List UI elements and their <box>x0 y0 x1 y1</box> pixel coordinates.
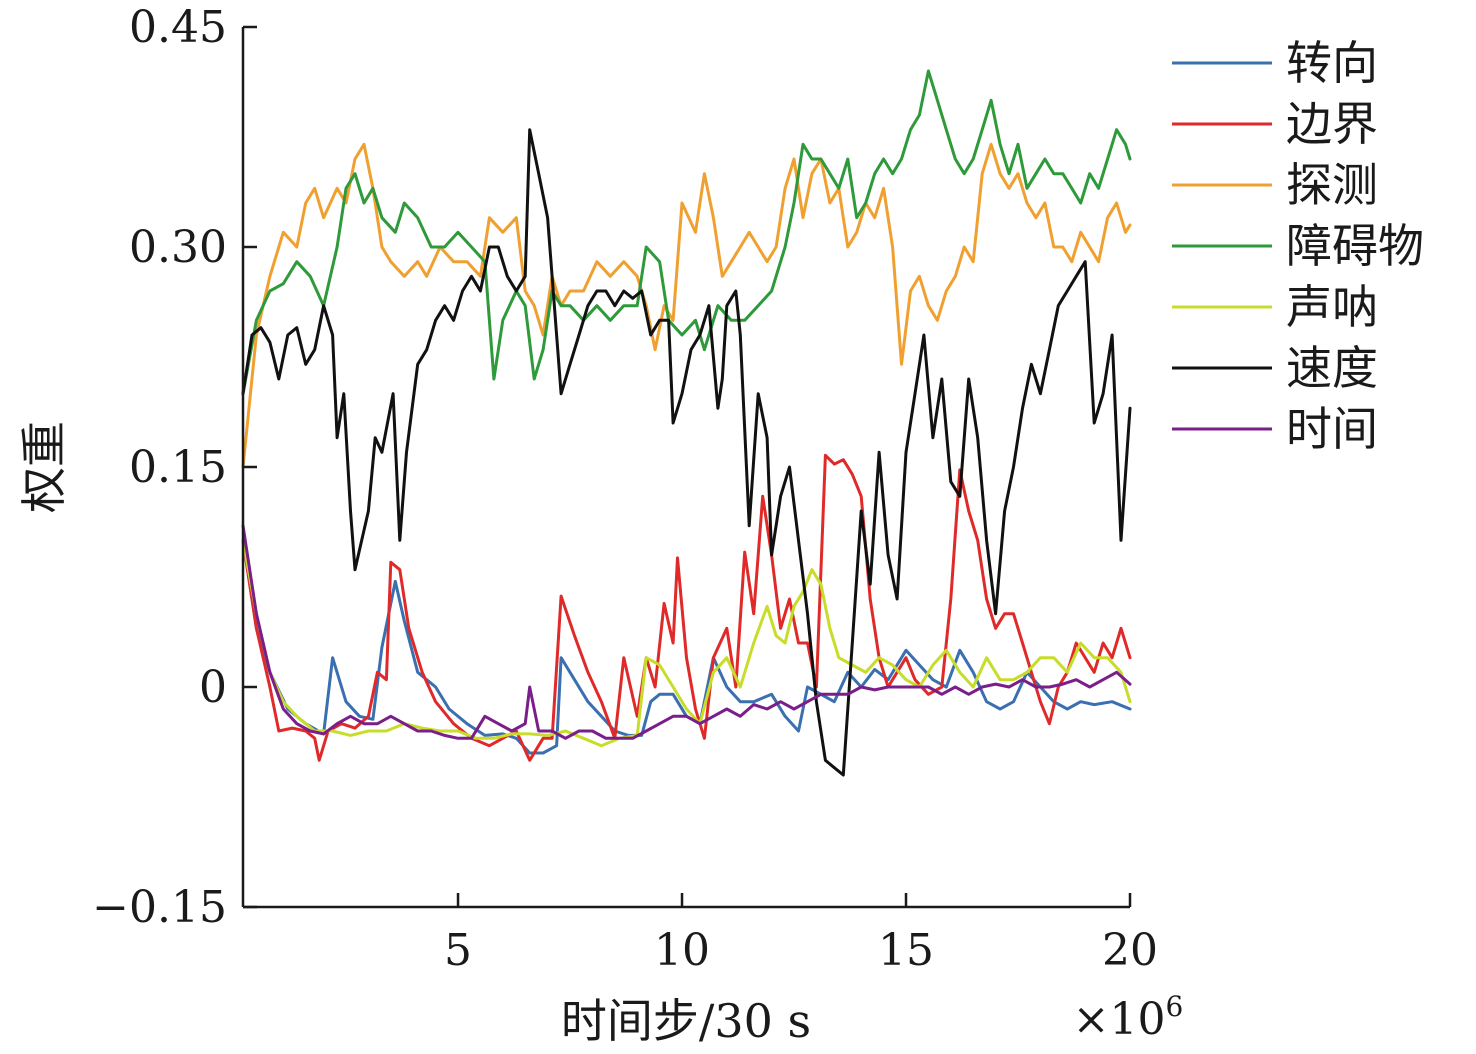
legend-label: 声呐 <box>1286 280 1378 334</box>
x-axis-multiplier-exponent: 6 <box>1166 990 1184 1023</box>
y-axis-ticks: −0.15 0 0.15 0.30 0.45 <box>92 2 257 933</box>
y-tick-label: −0.15 <box>92 882 227 933</box>
series-line-1 <box>241 453 1132 762</box>
series-line-5 <box>241 128 1132 777</box>
x-tick-label: 5 <box>444 925 472 976</box>
series-lines <box>241 69 1132 777</box>
y-tick-label: 0 <box>199 662 227 713</box>
legend-label: 探测 <box>1286 158 1378 212</box>
x-tick-label: 15 <box>878 925 934 976</box>
series-line-6 <box>241 524 1132 740</box>
legend-label: 速度 <box>1286 341 1378 395</box>
series-line-2 <box>241 142 1132 469</box>
x-tick-label: 10 <box>654 925 710 976</box>
x-axis-ticks: 5 10 15 20 <box>444 893 1158 976</box>
x-axis-multiplier-base: ×10 <box>1073 994 1166 1045</box>
x-axis-label: 时间步/30 s <box>561 994 811 1048</box>
legend-label: 障碍物 <box>1286 219 1424 273</box>
legend-label: 时间 <box>1286 402 1378 456</box>
x-tick-label: 20 <box>1102 925 1158 976</box>
y-tick-label: 0.30 <box>129 222 227 273</box>
y-tick-label: 0.45 <box>129 2 227 53</box>
y-tick-label: 0.15 <box>129 442 227 493</box>
y-axis-label: 权重 <box>17 421 71 513</box>
series-line-4 <box>241 538 1132 748</box>
series-line-0 <box>241 538 1132 755</box>
legend-label: 转向 <box>1286 36 1378 90</box>
legend-label: 边界 <box>1286 97 1378 151</box>
series-line-3 <box>241 69 1132 396</box>
x-axis-multiplier: ×106 <box>1073 990 1184 1045</box>
